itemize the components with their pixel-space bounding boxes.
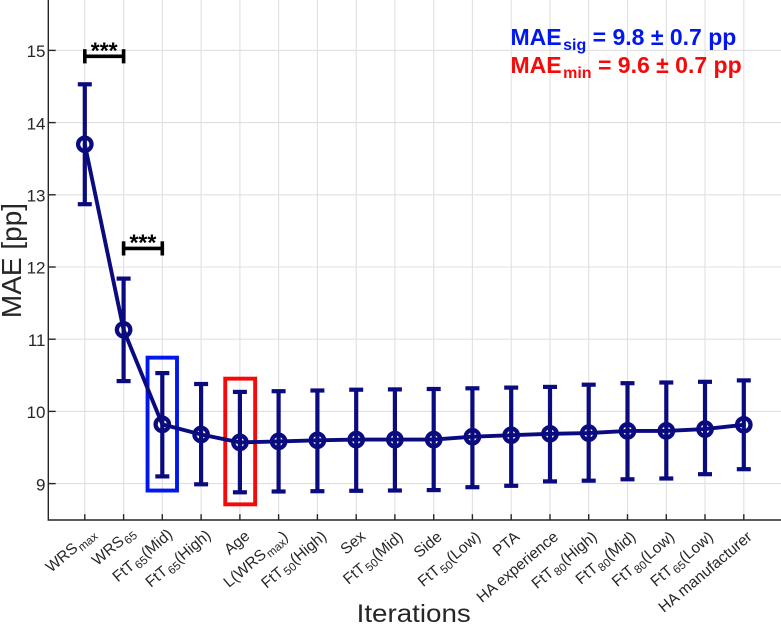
svg-text:9: 9 — [36, 475, 45, 494]
svg-text:Iterations: Iterations — [357, 599, 471, 626]
svg-text:MAE [pp]: MAE [pp] — [0, 203, 27, 318]
svg-text:***: *** — [91, 37, 118, 63]
svg-text:14: 14 — [27, 114, 46, 133]
svg-text:10: 10 — [27, 403, 46, 422]
svg-text:13: 13 — [27, 187, 46, 206]
svg-text:11: 11 — [28, 331, 46, 350]
svg-text:***: *** — [129, 230, 156, 256]
svg-text:12: 12 — [27, 259, 46, 278]
svg-text:MAEsig = 9.8 ± 0.7 pp: MAEsig = 9.8 ± 0.7 pp — [511, 24, 737, 54]
svg-text:15: 15 — [27, 42, 46, 61]
svg-text:MAEmin = 9.6 ± 0.7 pp: MAEmin = 9.6 ± 0.7 pp — [511, 52, 742, 82]
